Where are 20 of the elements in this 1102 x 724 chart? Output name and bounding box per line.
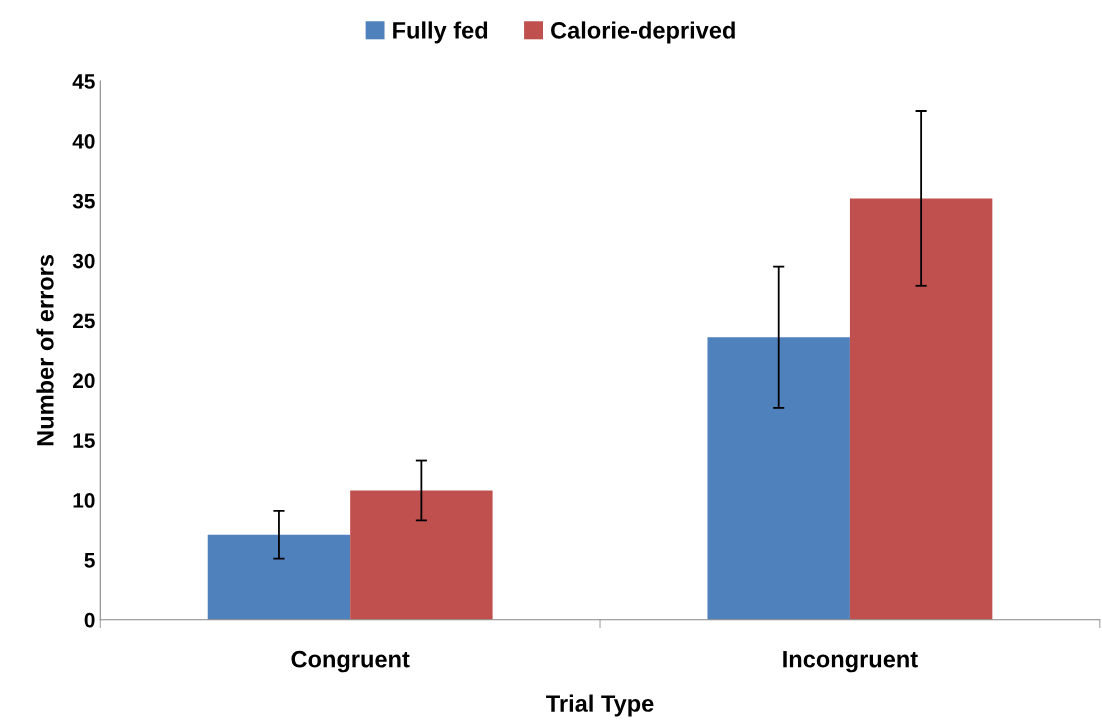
y-tick-label: 5 [84,553,95,568]
y-tick-label: 20 [72,373,95,389]
x-axis-title: Trial Type [546,694,654,717]
y-tick-label: 40 [72,133,95,149]
legend-label: Fully fed [393,21,488,44]
x-tick-label: Incongruent [783,651,918,673]
y-tick-label: 0 [84,612,95,628]
bar [849,198,993,620]
y-tick-label: 45 [72,74,95,89]
legend-label: Calorie-deprived [551,21,735,44]
bar [207,534,351,620]
bar [350,490,493,620]
bar [707,337,850,620]
y-tick-label: 35 [72,193,95,209]
y-tick-label: 25 [72,313,95,329]
y-tick-label: 30 [72,253,95,269]
y-axis-title: Number of errors [36,254,54,446]
y-tick-label: 15 [73,433,95,448]
x-tick-label: Congruent [291,650,410,673]
y-tick-label: 10 [73,493,95,508]
